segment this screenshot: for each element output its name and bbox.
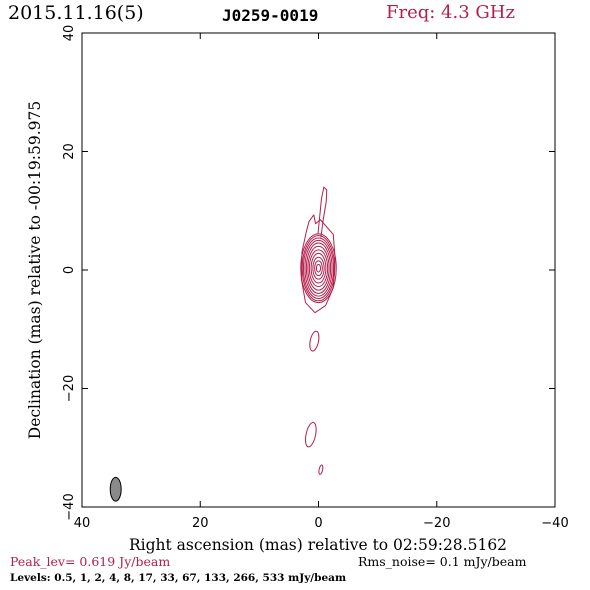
core-contour — [305, 242, 332, 294]
y-tick-label: 40 — [62, 25, 77, 42]
jet-contour — [317, 186, 328, 238]
contour-layer — [300, 186, 337, 475]
core-contour — [304, 239, 333, 297]
contour-levels: Levels: 0.5, 1, 2, 4, 8, 17, 33, 67, 133… — [10, 572, 347, 584]
beam-ellipse — [109, 476, 122, 502]
plot-frame — [81, 32, 556, 508]
beam-layer — [109, 476, 122, 502]
core-contour — [300, 233, 337, 304]
core-contour — [302, 237, 335, 299]
core-contour — [308, 249, 329, 288]
y-tick-label: −40 — [62, 493, 77, 520]
peak-level: Peak_lev= 0.619 Jy/beam — [10, 554, 171, 569]
x-axis-label: Right ascension (mas) relative to 02:59:… — [129, 536, 507, 554]
x-tick-label: 20 — [192, 516, 209, 531]
core-contour — [310, 252, 327, 284]
rms-noise: Rms_noise= 0.1 mJy/beam — [358, 554, 527, 569]
y-tick-label: 20 — [62, 143, 77, 160]
axis-ticks — [81, 32, 556, 508]
core-contour — [314, 260, 323, 277]
component-contour — [318, 464, 324, 475]
y-tick-label: −20 — [62, 375, 77, 402]
core-contour — [301, 235, 336, 302]
component-contour — [305, 422, 317, 448]
x-tick-label: −20 — [423, 516, 450, 531]
tick-labels: 40 20 0 −20 −40 −40 −20 0 20 40 — [62, 25, 569, 531]
y-tick-label: 0 — [62, 266, 77, 274]
source-name: J0259-0019 — [222, 6, 319, 25]
x-tick-label: −40 — [541, 516, 568, 531]
core-contour — [315, 263, 322, 273]
component-contour — [309, 330, 320, 352]
core-contour — [312, 256, 325, 280]
y-axis-label: Declination (mas) relative to -00:19:59.… — [26, 101, 44, 439]
observation-date: 2015.11.16(5) — [8, 2, 144, 24]
core-outer-contour — [300, 214, 336, 314]
frequency-label: Freq: 4.3 GHz — [386, 2, 515, 23]
x-tick-label: 0 — [314, 516, 322, 531]
x-tick-label: 40 — [74, 516, 91, 531]
core-contour — [307, 245, 330, 291]
